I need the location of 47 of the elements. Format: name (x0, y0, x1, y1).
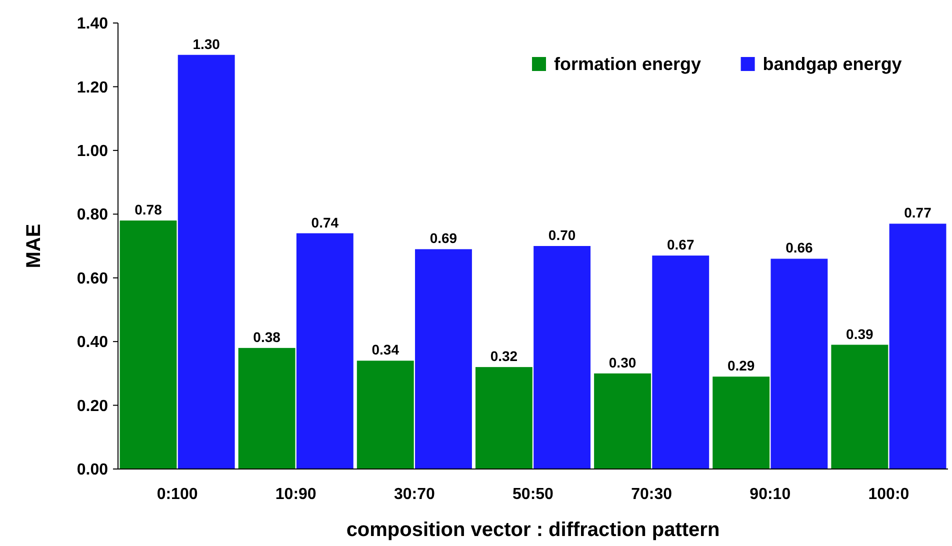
y-tick-label: 0.80 (76, 206, 108, 224)
legend-label: bandgap energy (762, 54, 902, 74)
data-label: 1.30 (192, 36, 220, 52)
x-tick-label: 50:50 (512, 486, 554, 503)
legend-label: formation energy (554, 54, 702, 74)
x-tick-label: 0:100 (156, 486, 198, 503)
data-label: 0.66 (786, 240, 814, 256)
data-label: 0.39 (846, 326, 874, 342)
y-axis-title: MAE (23, 224, 45, 268)
x-tick-label: 70:30 (631, 486, 672, 503)
y-tick-label: 1.00 (76, 143, 108, 160)
data-label: 0.77 (904, 204, 932, 221)
data-label: 0.29 (727, 358, 755, 374)
x-tick-label: 10:90 (275, 486, 316, 503)
y-tick-label: 1.40 (76, 16, 108, 33)
x-tick-label: 90:10 (750, 486, 791, 503)
x-axis-title: composition vector : diffraction pattern (346, 519, 720, 541)
data-label: 0.69 (430, 230, 458, 246)
x-tick-label: 30:70 (394, 486, 435, 503)
data-label: 0.38 (253, 328, 281, 345)
bar (712, 376, 770, 469)
bar (178, 54, 235, 469)
data-label: 0.32 (490, 348, 518, 364)
bar (415, 249, 472, 469)
data-label: 0.34 (372, 342, 400, 358)
bar (889, 224, 946, 469)
y-tick-label: 0.20 (76, 398, 108, 415)
data-label: 0.70 (548, 227, 576, 243)
y-tick-label: 0.00 (76, 462, 108, 479)
bar (238, 348, 296, 469)
y-tick-label: 0.40 (76, 334, 108, 352)
bar (475, 367, 532, 469)
bar (652, 256, 710, 469)
bar (831, 344, 888, 469)
x-tick-label: 100:0 (868, 486, 910, 503)
bar (356, 360, 414, 469)
data-label: 0.78 (134, 202, 162, 218)
bar (534, 246, 591, 469)
data-label: 0.67 (666, 236, 694, 253)
bar (296, 233, 354, 469)
data-label: 0.30 (608, 354, 636, 370)
bar (770, 258, 828, 469)
y-tick-label: 1.20 (76, 79, 108, 96)
bar (594, 373, 651, 469)
data-label: 0.74 (311, 214, 339, 230)
y-tick-label: 0.60 (76, 270, 108, 288)
bar (120, 220, 177, 469)
